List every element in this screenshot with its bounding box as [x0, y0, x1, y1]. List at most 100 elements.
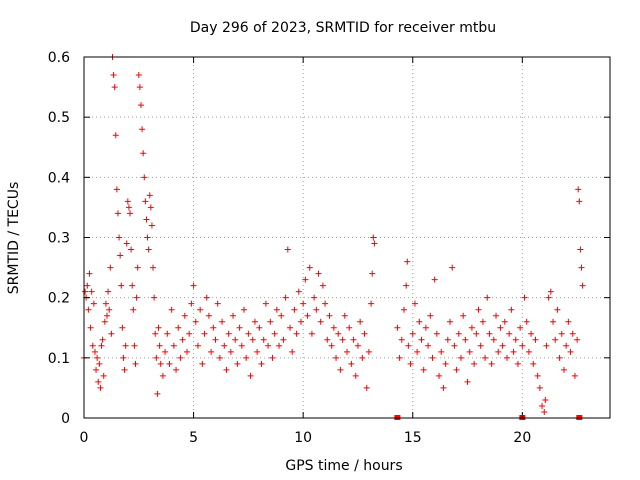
- data-point: [324, 336, 331, 343]
- data-point: [404, 258, 411, 265]
- data-point: [425, 342, 432, 349]
- data-point: [560, 366, 567, 373]
- data-point: [449, 264, 456, 271]
- data-point: [256, 324, 263, 331]
- data-point: [122, 342, 129, 349]
- data-point: [153, 354, 160, 361]
- data-point: [350, 336, 357, 343]
- data-point: [490, 336, 497, 343]
- data-point: [333, 354, 340, 361]
- data-point: [493, 312, 500, 319]
- data-point: [357, 318, 364, 325]
- data-point: [280, 336, 287, 343]
- data-point: [179, 336, 186, 343]
- data-point: [468, 324, 475, 331]
- data-point: [199, 360, 206, 367]
- data-point: [354, 342, 361, 349]
- data-point: [249, 336, 256, 343]
- data-point: [346, 324, 353, 331]
- data-point: [192, 318, 199, 325]
- data-point: [577, 246, 584, 253]
- data-point: [184, 348, 191, 355]
- data-point: [234, 360, 241, 367]
- data-point: [112, 132, 119, 139]
- data-point: [146, 192, 153, 199]
- data-point: [93, 366, 100, 373]
- y-tick-label: 0.1: [48, 351, 70, 367]
- data-point: [519, 342, 526, 349]
- data-point: [521, 294, 528, 301]
- data-point: [311, 294, 318, 301]
- data-point: [236, 324, 243, 331]
- data-point: [111, 84, 118, 91]
- data-point: [262, 300, 269, 307]
- data-point: [273, 306, 280, 313]
- data-point: [337, 366, 344, 373]
- data-point: [177, 354, 184, 361]
- data-point: [102, 300, 109, 307]
- data-point: [565, 318, 572, 325]
- data-point: [203, 294, 210, 301]
- data-point: [91, 348, 98, 355]
- x-tick-label: 20: [513, 430, 531, 446]
- data-point: [571, 372, 578, 379]
- data-point: [105, 288, 112, 295]
- data-point: [168, 306, 175, 313]
- data-point: [98, 342, 105, 349]
- data-point: [552, 336, 559, 343]
- data-point: [506, 330, 513, 337]
- data-point: [201, 330, 208, 337]
- data-point: [319, 282, 326, 289]
- y-tick-label: 0.3: [48, 231, 70, 247]
- data-point: [447, 318, 454, 325]
- data-point: [258, 360, 265, 367]
- data-point: [216, 354, 223, 361]
- data-point: [460, 312, 467, 319]
- data-point: [119, 324, 126, 331]
- data-point: [576, 198, 583, 205]
- data-point: [438, 348, 445, 355]
- data-point: [295, 288, 302, 295]
- data-point: [512, 336, 519, 343]
- data-point: [313, 306, 320, 313]
- data-point: [121, 366, 128, 373]
- data-point: [457, 354, 464, 361]
- data-point: [144, 234, 151, 241]
- data-point: [499, 342, 506, 349]
- data-point: [247, 372, 254, 379]
- data-point: [359, 354, 366, 361]
- data-point: [271, 330, 278, 337]
- data-point: [479, 318, 486, 325]
- data-point: [523, 318, 530, 325]
- data-point: [124, 198, 131, 205]
- data-point: [550, 318, 557, 325]
- data-point: [352, 372, 359, 379]
- data-point: [328, 342, 335, 349]
- data-point: [154, 390, 161, 397]
- data-point: [99, 336, 106, 343]
- data-point: [547, 288, 554, 295]
- data-point: [368, 300, 375, 307]
- data-point: [403, 282, 410, 289]
- data-point: [466, 348, 473, 355]
- data-point: [543, 342, 550, 349]
- data-point: [400, 306, 407, 313]
- axis-ticks: [83, 56, 610, 419]
- data-point: [90, 300, 97, 307]
- data-point: [127, 210, 134, 217]
- grid-lines: [84, 57, 610, 418]
- data-point: [306, 264, 313, 271]
- data-point: [142, 198, 149, 205]
- data-point: [97, 384, 104, 391]
- data-point: [114, 210, 121, 217]
- data-point: [230, 312, 237, 319]
- data-point: [542, 396, 549, 403]
- data-point: [107, 264, 114, 271]
- data-point: [232, 336, 239, 343]
- y-tick-label: 0.4: [48, 170, 70, 186]
- data-point: [125, 204, 132, 211]
- data-point: [156, 342, 163, 349]
- data-point: [317, 318, 324, 325]
- data-point: [212, 336, 219, 343]
- data-point: [528, 330, 535, 337]
